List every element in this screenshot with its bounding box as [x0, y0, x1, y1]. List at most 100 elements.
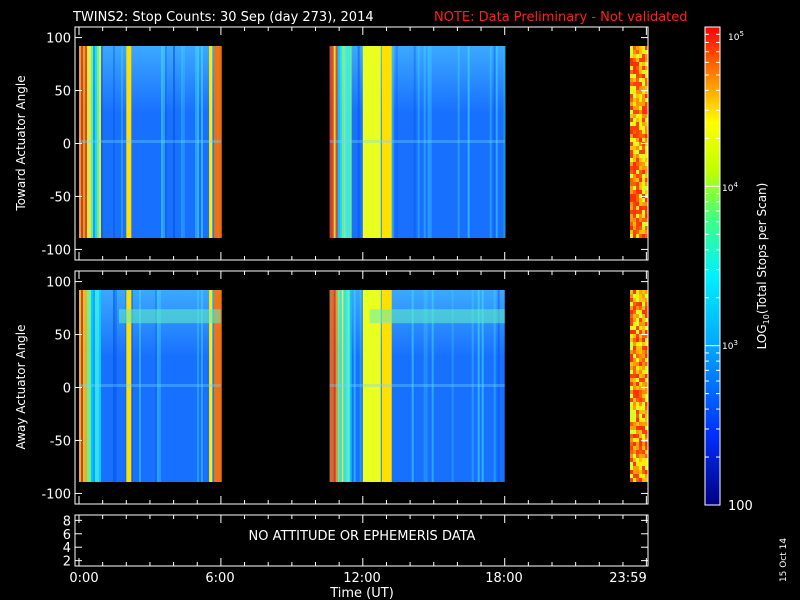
panel-ephemeris-frame: [74, 514, 649, 567]
edge-column: [93, 290, 95, 482]
light-column: [343, 46, 350, 238]
noise-cell: [645, 370, 649, 374]
noise-cell: [633, 418, 637, 422]
noise-cell: [630, 198, 634, 202]
noise-cell: [633, 198, 637, 202]
noise-cell: [630, 466, 634, 470]
noise-cell: [639, 106, 643, 110]
colorbar-tick-100: 100: [728, 499, 753, 514]
noise-cell: [645, 446, 649, 450]
noise-cell: [642, 454, 646, 458]
stripe: [159, 290, 161, 482]
noise-cell: [630, 398, 634, 402]
noise-cell: [630, 458, 634, 462]
noise-cell: [633, 134, 637, 138]
noise-cell: [642, 54, 646, 58]
edge-column: [97, 290, 99, 482]
noise-cell: [642, 382, 646, 386]
edge-column: [87, 290, 89, 482]
noise-cell: [642, 390, 646, 394]
noise-cell: [636, 102, 640, 106]
noise-cell: [633, 442, 637, 446]
colorbar-tick-1e3: 103: [722, 339, 738, 352]
noise-cell: [630, 442, 634, 446]
stripe: [391, 46, 394, 238]
edge-column: [85, 290, 87, 482]
noise-cell: [633, 122, 637, 126]
noise-cell: [630, 94, 634, 98]
noise-cell: [642, 350, 646, 354]
noise-cell: [645, 294, 649, 298]
noise-cell: [630, 326, 634, 330]
noise-cell: [642, 230, 646, 234]
noise-cell: [639, 114, 643, 118]
noise-cell: [639, 306, 643, 310]
noise-cell: [636, 338, 640, 342]
noise-cell: [633, 294, 637, 298]
noise-cell: [642, 322, 646, 326]
stripe: [395, 46, 398, 238]
edge-column: [331, 290, 334, 482]
preliminary-note: NOTE: Data Preliminary - Not validated: [434, 10, 688, 25]
noise-cell: [642, 82, 646, 86]
noise-cell: [645, 110, 649, 114]
ephem-ytick-label: 2: [63, 555, 71, 570]
noise-cell: [645, 106, 649, 110]
noise-cell: [639, 370, 643, 374]
stripe: [359, 290, 362, 482]
noise-cell: [645, 410, 649, 414]
noise-cell: [633, 78, 637, 82]
noise-cell: [645, 226, 649, 230]
noise-cell: [639, 410, 643, 414]
noise-cell: [639, 222, 643, 226]
noise-cell: [645, 178, 649, 182]
edge-column: [83, 290, 85, 482]
noise-cell: [642, 66, 646, 70]
stripe: [493, 290, 496, 482]
noise-cell: [633, 330, 637, 334]
noise-cell: [639, 198, 643, 202]
noise-cell: [636, 310, 640, 314]
noise-cell: [633, 146, 637, 150]
stripe: [201, 290, 203, 482]
noise-cell: [630, 386, 634, 390]
noise-cell: [645, 362, 649, 366]
noise-cell: [636, 154, 640, 158]
noise-cell: [645, 134, 649, 138]
noise-cell: [630, 354, 634, 358]
noise-cell: [639, 174, 643, 178]
edge-column: [97, 46, 99, 238]
noise-cell: [630, 434, 634, 438]
edge-column: [95, 290, 97, 482]
noise-cell: [633, 114, 637, 118]
noise-cell: [630, 106, 634, 110]
colorbar-tick-1e5: 105: [728, 30, 744, 43]
noise-cell: [630, 190, 634, 194]
noise-cell: [633, 314, 637, 318]
noise-cell: [642, 198, 646, 202]
noise-cell: [639, 218, 643, 222]
noise-cell: [630, 142, 634, 146]
noise-cell: [630, 158, 634, 162]
noise-cell: [639, 398, 643, 402]
noise-cell: [639, 122, 643, 126]
bright-column: [381, 290, 392, 482]
noise-cell: [633, 94, 637, 98]
noise-cell: [642, 422, 646, 426]
noise-cell: [645, 150, 649, 154]
noise-cell: [639, 322, 643, 326]
stripe: [155, 290, 157, 482]
edge-column: [329, 46, 332, 238]
stripe: [495, 46, 498, 238]
noise-cell: [639, 70, 643, 74]
noise-cell: [633, 178, 637, 182]
noise-cell: [642, 202, 646, 206]
x-tick-label-0: 0:00: [69, 571, 98, 586]
stripe: [477, 290, 480, 482]
noise-cell: [630, 214, 634, 218]
noise-cell: [633, 470, 637, 474]
noise-cell: [645, 86, 649, 90]
noise-cell: [636, 350, 640, 354]
noise-cell: [630, 62, 634, 66]
noise-cell: [642, 154, 646, 158]
